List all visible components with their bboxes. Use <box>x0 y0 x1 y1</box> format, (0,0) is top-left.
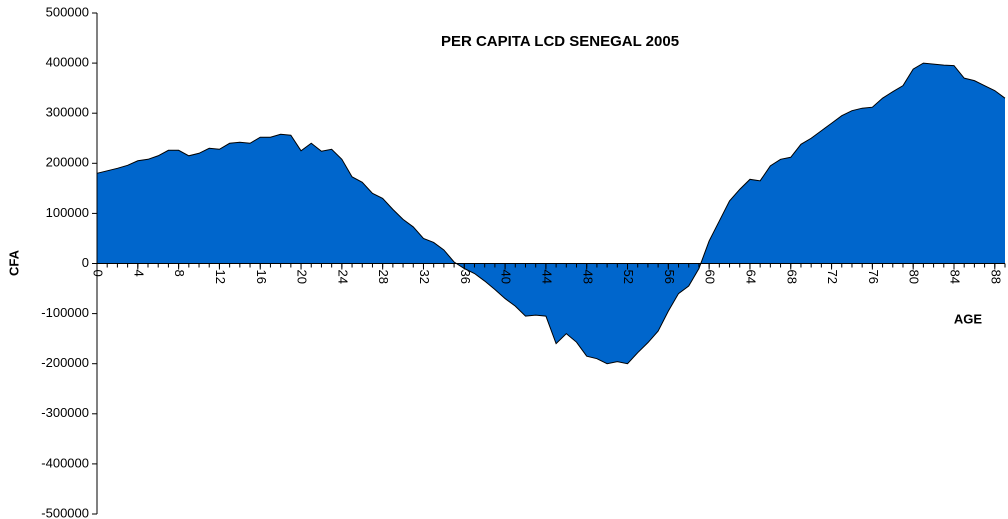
y-tick-label: -100000 <box>41 305 89 320</box>
y-tick-label: 100000 <box>46 205 89 220</box>
x-tick-label: 28 <box>376 270 391 284</box>
x-tick-label: 76 <box>866 270 881 284</box>
x-tick-label: 12 <box>213 270 228 284</box>
x-tick-label: 84 <box>948 270 963 284</box>
x-tick-label: 88 <box>988 270 1003 284</box>
y-tick-label: 200000 <box>46 155 89 170</box>
y-tick-label: -300000 <box>41 405 89 420</box>
x-tick-label: 4 <box>131 270 146 277</box>
x-tick-label: 80 <box>907 270 922 284</box>
y-tick-label: -400000 <box>41 455 89 470</box>
y-tick-label: -200000 <box>41 355 89 370</box>
x-tick-label: 0 <box>91 270 106 277</box>
x-tick-label: 56 <box>662 270 677 284</box>
x-axis-label: AGE <box>954 311 983 326</box>
x-tick-label: 68 <box>784 270 799 284</box>
x-tick-label: 24 <box>335 270 350 284</box>
x-tick-label: 36 <box>458 270 473 284</box>
x-tick-label: 52 <box>621 270 636 284</box>
x-tick-label: 72 <box>825 270 840 284</box>
x-tick-label: 20 <box>295 270 310 284</box>
x-tick-label: 40 <box>499 270 514 284</box>
chart-title: PER CAPITA LCD SENEGAL 2005 <box>441 33 679 50</box>
x-tick-label: 32 <box>417 270 432 284</box>
y-tick-label: 500000 <box>46 4 89 19</box>
y-axis-label: CFA <box>6 249 21 276</box>
x-tick-label: 44 <box>539 270 554 284</box>
y-tick-label: 400000 <box>46 55 89 70</box>
area-outline <box>96 62 1006 365</box>
x-tick-label: 60 <box>703 270 718 284</box>
x-tick-label: 16 <box>254 270 269 284</box>
area <box>97 63 1005 364</box>
y-tick-label: 0 <box>82 255 89 270</box>
y-tick-label: -500000 <box>41 505 89 519</box>
x-tick-label: 64 <box>744 270 759 284</box>
x-tick-label: 8 <box>172 270 187 277</box>
x-tick-label: 48 <box>580 270 595 284</box>
y-tick-label: 300000 <box>46 105 89 120</box>
